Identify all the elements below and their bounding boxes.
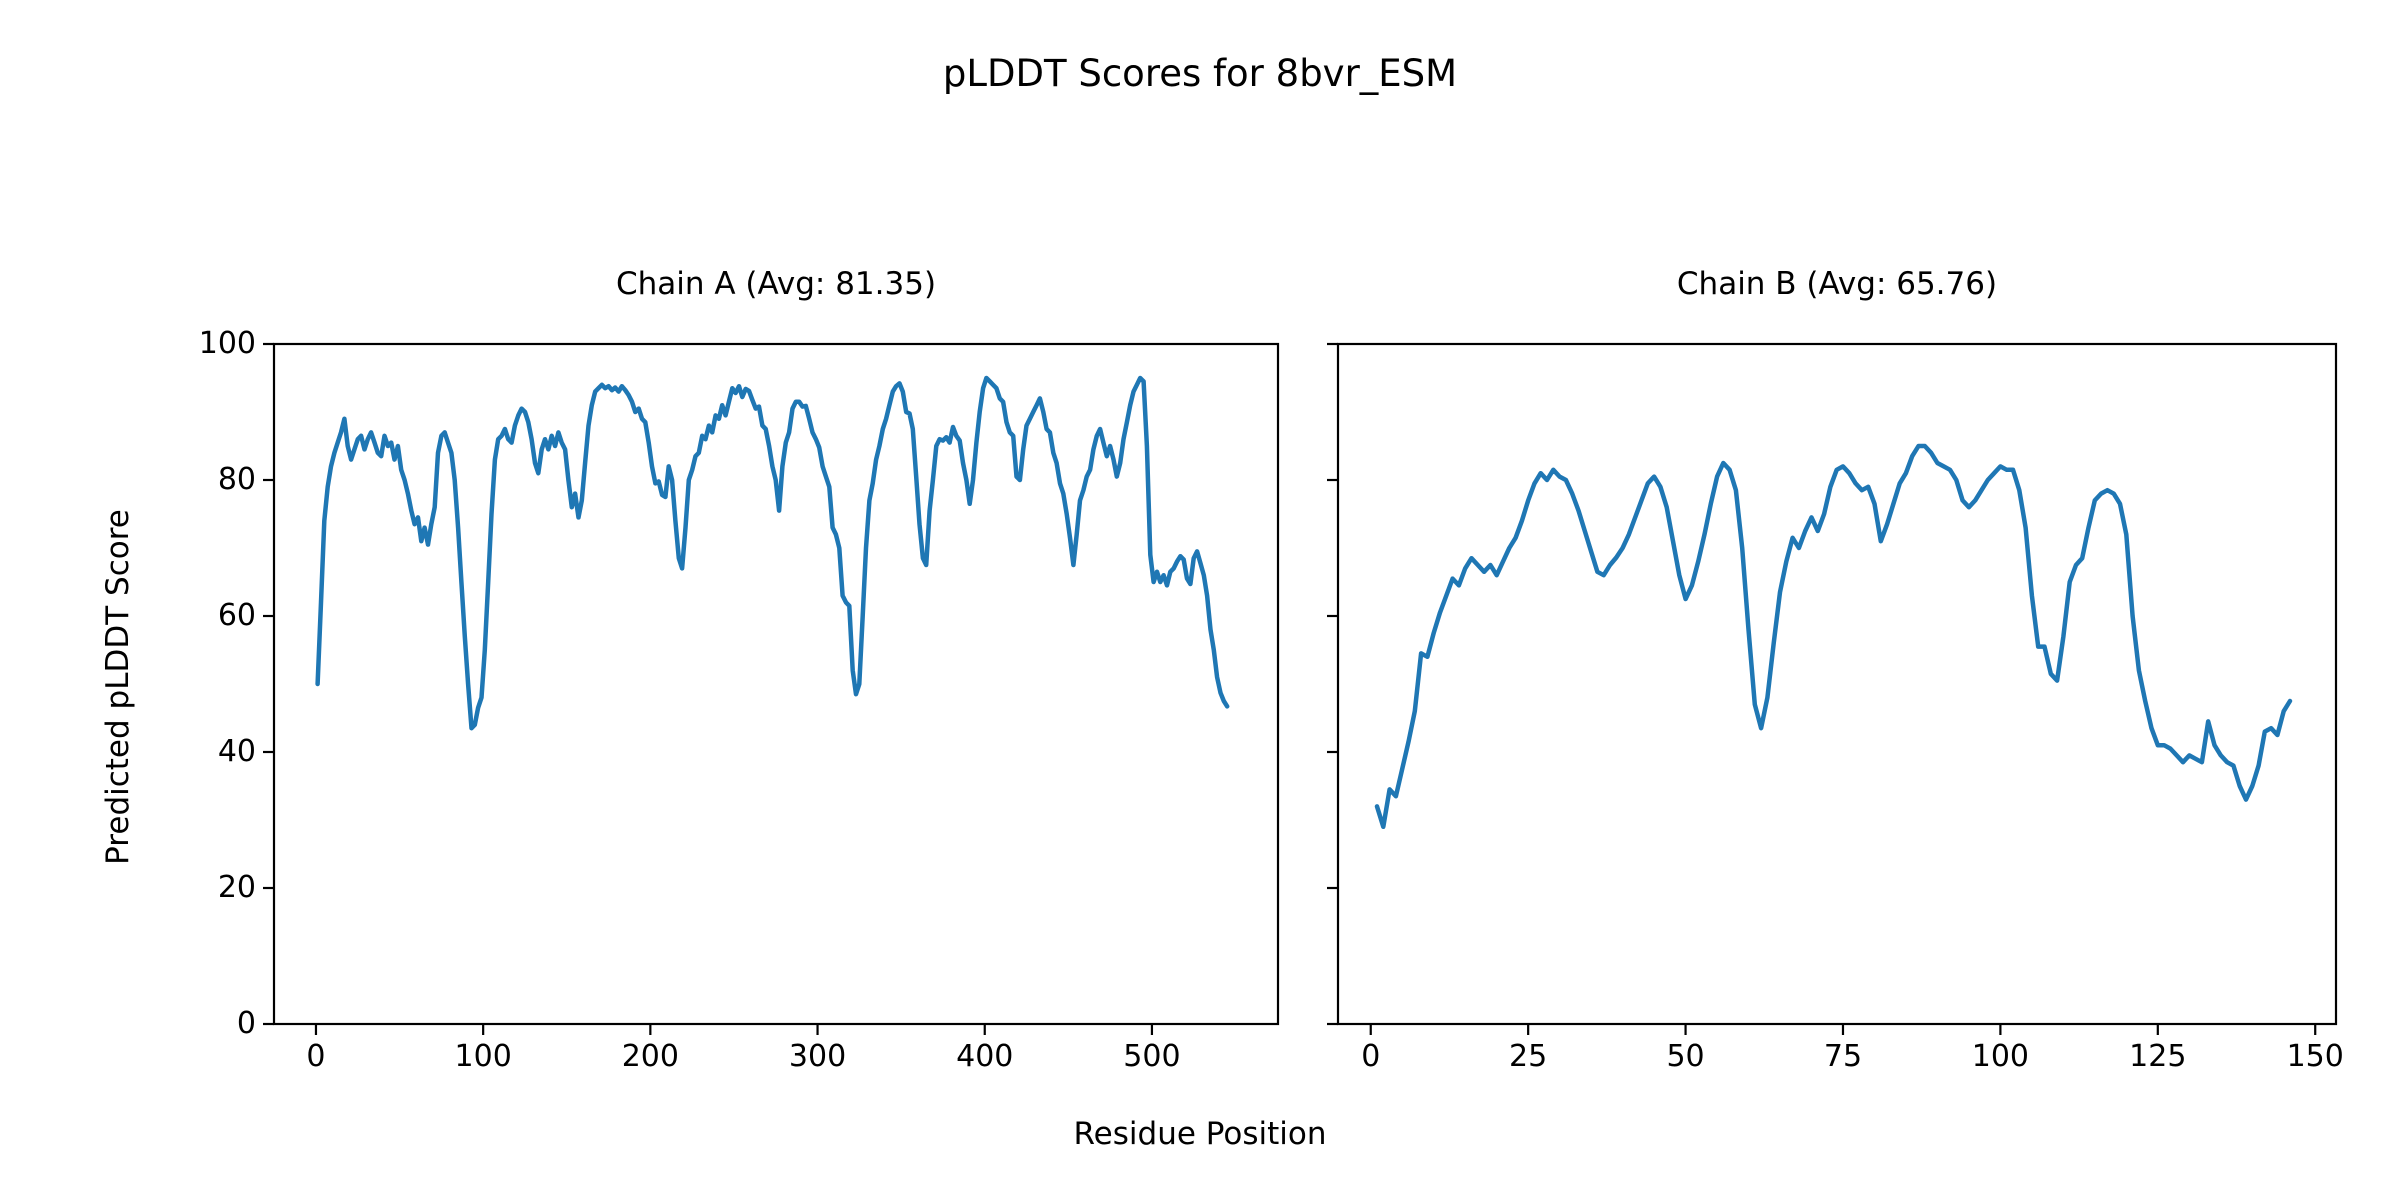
chain-b-x-tick-label: 25 — [1509, 1039, 1548, 1074]
chain-a-x-tick-label: 0 — [306, 1039, 326, 1074]
chain-b-x-tick-label: 100 — [1971, 1039, 2030, 1074]
chain-a-y-tick-label: 40 — [217, 734, 256, 769]
chain-b-spines — [1336, 342, 2338, 1026]
chain-b-x-tick-label: 0 — [1361, 1039, 1381, 1074]
chain-a-spines — [272, 342, 1280, 1026]
y-axis-label: Predicted pLDDT Score — [100, 509, 136, 865]
chain-a-x-tick-label: 100 — [454, 1039, 512, 1074]
chain-b-line — [1374, 443, 2293, 830]
axes-chain-a — [263, 342, 1280, 1035]
chain-a-y-tick-label: 80 — [217, 462, 256, 497]
axes-chain-b — [1327, 342, 2338, 1035]
figure-title: pLDDT Scores for 8bvr_ESM — [942, 52, 1458, 95]
chain-a-x-tick-label: 500 — [1123, 1039, 1181, 1074]
chain-a-y-tick-label: 20 — [217, 870, 256, 905]
subplot-title-chain-b: Chain B (Avg: 65.76) — [1676, 266, 1998, 302]
chain-a-x-tick-label: 300 — [788, 1039, 847, 1074]
chain-b-x-tick-label: 75 — [1823, 1039, 1863, 1074]
x-axis-label: Residue Position — [1073, 1116, 1327, 1152]
chain-a-x-tick-label: 200 — [621, 1039, 679, 1074]
chain-a-y-tick-label: 0 — [236, 1006, 256, 1041]
chain-a-y-tick-label: 60 — [217, 598, 256, 633]
chain-b-x-tick-label: 50 — [1666, 1039, 1705, 1074]
subplot-title-chain-a: Chain A (Avg: 81.35) — [615, 266, 937, 302]
chain-a-line — [315, 375, 1230, 731]
chain-b-x-tick-label: 125 — [2129, 1039, 2187, 1074]
chain-a-y-tick-label: 100 — [198, 326, 256, 361]
chain-a-x-tick-label: 400 — [956, 1039, 1014, 1074]
chain-b-x-tick-label: 150 — [2286, 1039, 2344, 1074]
